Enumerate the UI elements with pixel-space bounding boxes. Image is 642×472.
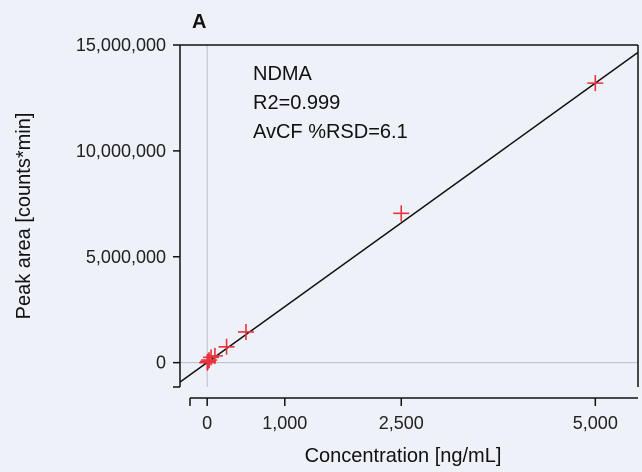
annotation-text: R2=0.999 (253, 92, 340, 114)
y-tick-label: 10,000,000 (76, 141, 166, 161)
y-tick-label: 0 (156, 353, 166, 373)
y-axis-label: Peak area [counts*min] (13, 113, 35, 320)
data-point-marker (206, 347, 223, 364)
x-axis-label: Concentration [ng/mL] (305, 445, 502, 467)
annotation-text: NDMA (253, 63, 313, 85)
data-point-marker (237, 323, 254, 340)
data-point-marker (203, 349, 220, 366)
data-point-marker (587, 75, 604, 92)
x-tick-label: 0 (202, 413, 212, 433)
y-tick-label: 15,000,000 (76, 35, 166, 55)
annotation-text: AvCF %RSD=6.1 (253, 121, 408, 143)
x-tick-label: 1,000 (262, 413, 307, 433)
fit-line (180, 51, 638, 384)
panel-label: A (192, 11, 206, 33)
y-tick-label: 5,000,000 (86, 247, 166, 267)
x-tick-label: 5,000 (573, 413, 618, 433)
data-point-marker (218, 338, 235, 355)
x-tick-label: 2,500 (379, 413, 424, 433)
data-point-marker (393, 205, 410, 222)
